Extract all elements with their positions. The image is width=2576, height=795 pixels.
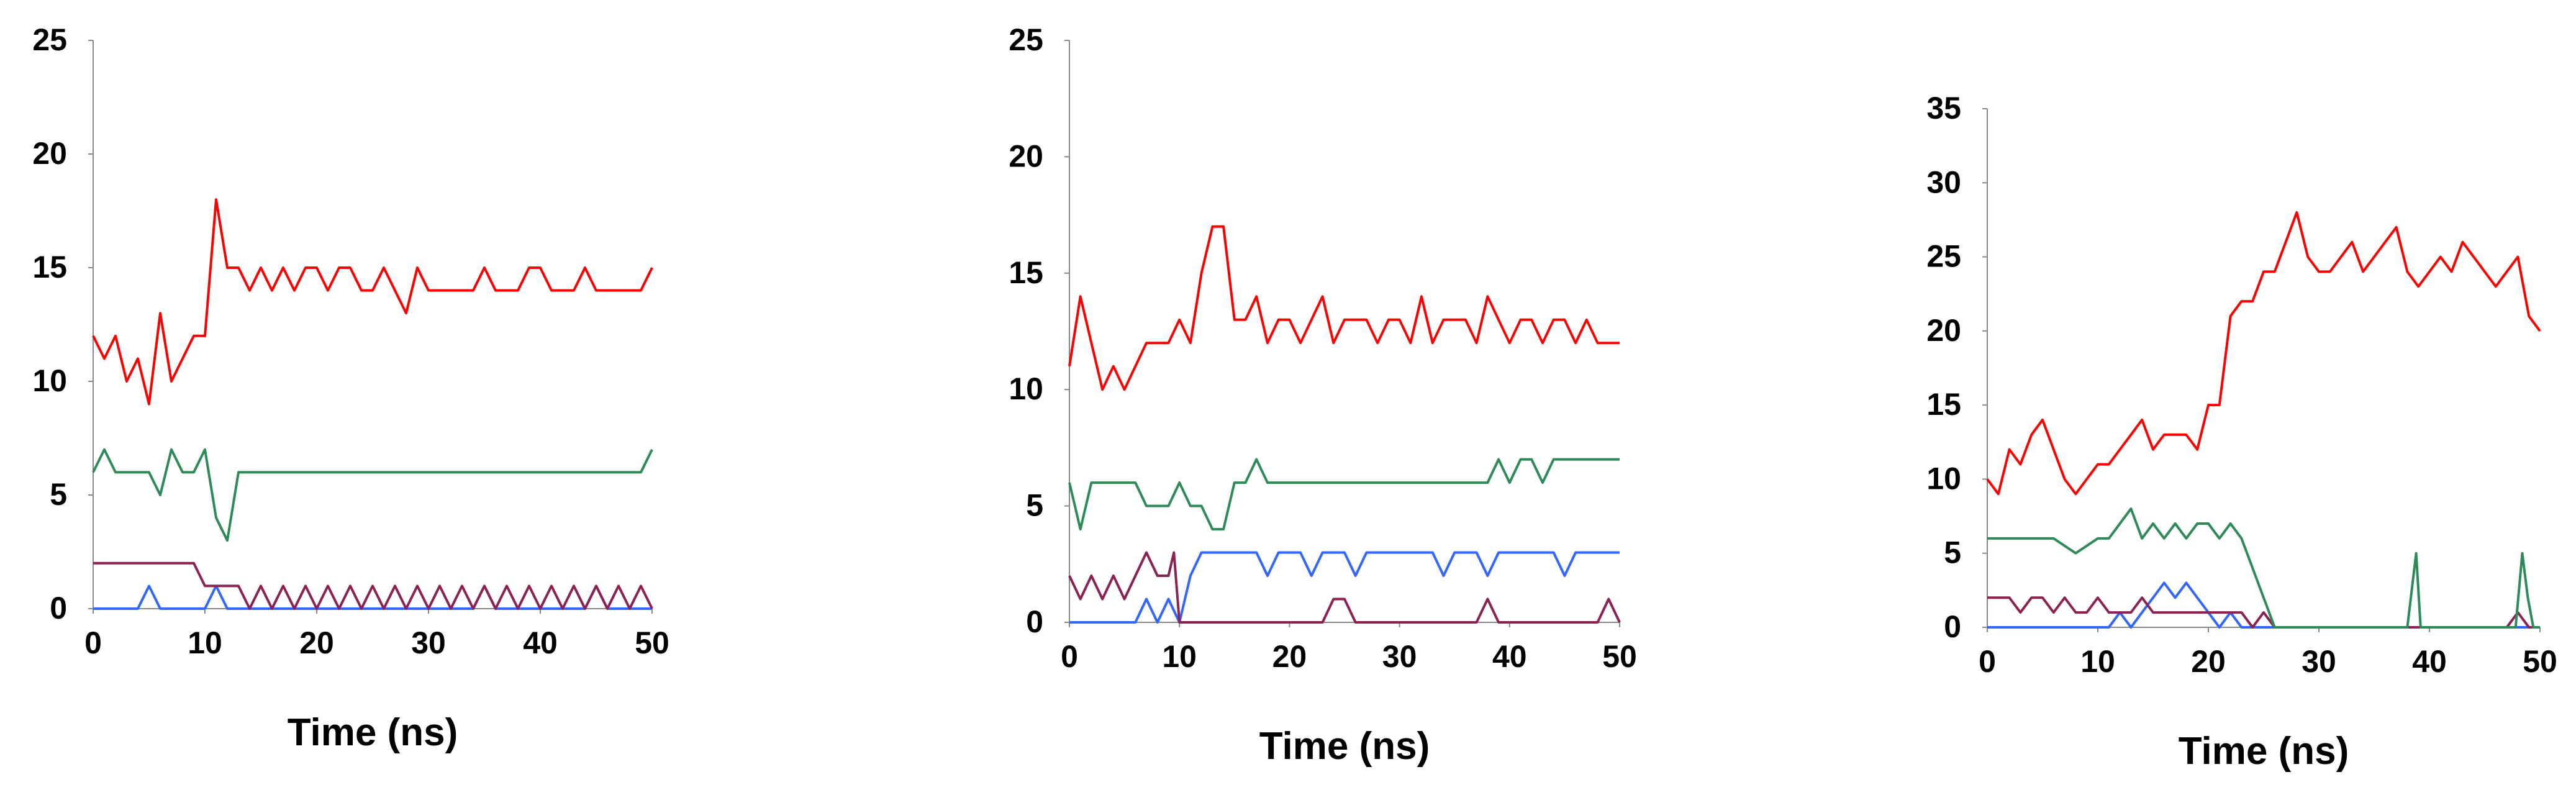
x-tick-label: 40 — [523, 625, 558, 660]
chart-panel-right: 0 5 10 15 20 25 30 35 0 10 20 30 40 50 Time (ns) — [1926, 91, 2557, 773]
y-tick-label: 25 — [32, 22, 67, 57]
x-tick-label: 50 — [635, 625, 669, 660]
blue-series-line — [93, 584, 652, 610]
x-tick-label: 20 — [299, 625, 334, 660]
x-tick-label: 40 — [2412, 644, 2447, 679]
red-series-line — [1986, 211, 2541, 496]
x-tick-label: 10 — [2080, 644, 2115, 679]
y-tick-label: 15 — [1009, 255, 1043, 290]
blue-series-line — [1987, 581, 2540, 629]
y-tick-label: 10 — [1926, 461, 1961, 496]
y-tick-label: 0 — [1026, 604, 1043, 639]
x-axis-title: Time (ns) — [1259, 725, 1430, 768]
x-tick-label: 0 — [1061, 639, 1078, 674]
green-series-line — [1987, 507, 2540, 629]
y-tick-label: 30 — [1926, 165, 1961, 199]
y-tick-label: 15 — [1926, 387, 1961, 422]
green-series-line — [1068, 458, 1620, 531]
green-series-line — [92, 448, 653, 542]
purple-series-line — [93, 561, 653, 610]
x-tick-label: 50 — [1602, 639, 1637, 674]
x-axis-title: Time (ns) — [2179, 730, 2349, 773]
chart-panel-left: 0 5 10 15 20 25 0 10 20 30 40 50 Time (ns) — [32, 22, 669, 754]
x-tick-label: 30 — [2302, 644, 2336, 679]
x-tick-label: 0 — [1979, 644, 1996, 679]
x-tick-label: 20 — [2191, 644, 2226, 679]
x-tick-label: 10 — [188, 625, 222, 660]
x-tick-label: 20 — [1272, 639, 1307, 674]
y-tick-label: 5 — [1944, 535, 1961, 570]
red-series-line — [92, 198, 653, 406]
y-tick-label: 15 — [32, 250, 67, 284]
x-axis-title: Time (ns) — [288, 711, 458, 754]
x-tick-label: 0 — [84, 625, 102, 660]
blue-series-line — [1069, 551, 1620, 624]
purple-series-line — [1068, 551, 1621, 624]
red-series-line — [1068, 225, 1620, 391]
x-tick-label: 30 — [1382, 639, 1417, 674]
y-tick-label: 5 — [50, 477, 67, 512]
y-tick-label: 0 — [50, 591, 67, 625]
y-tick-label: 10 — [32, 363, 67, 398]
y-tick-label: 5 — [1026, 488, 1043, 523]
x-tick-label: 50 — [2523, 644, 2557, 679]
y-tick-label: 10 — [1009, 371, 1043, 406]
y-tick-label: 20 — [32, 136, 67, 171]
x-tick-label: 30 — [411, 625, 446, 660]
x-tick-label: 40 — [1492, 639, 1527, 674]
purple-series-line — [1987, 596, 2540, 629]
y-tick-label: 25 — [1009, 22, 1043, 57]
y-tick-label: 35 — [1926, 91, 1961, 125]
chart-panel-middle: 0 5 10 15 20 25 0 10 20 30 40 50 Time (ns) — [1009, 22, 1636, 768]
y-tick-label: 20 — [1009, 139, 1043, 173]
x-tick-label: 10 — [1162, 639, 1197, 674]
y-tick-label: 20 — [1926, 313, 1961, 348]
y-tick-label: 0 — [1944, 609, 1961, 644]
y-tick-label: 25 — [1926, 239, 1961, 274]
